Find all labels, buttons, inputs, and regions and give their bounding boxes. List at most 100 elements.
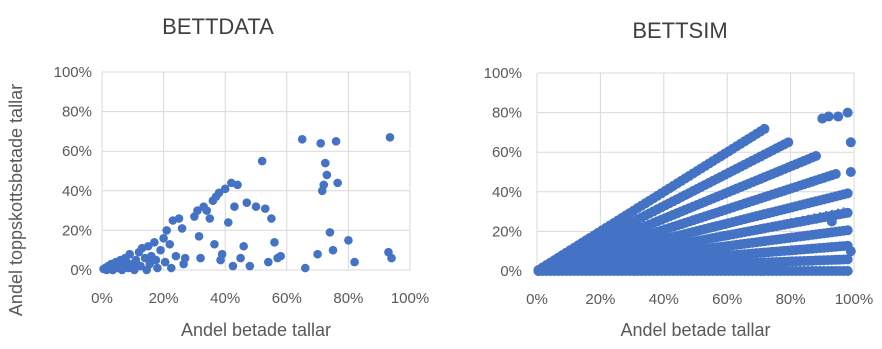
x-tick-label: 0%: [91, 290, 113, 307]
data-point: [331, 137, 341, 146]
data-point: [260, 204, 270, 213]
data-point: [130, 265, 139, 275]
data-point: [842, 266, 853, 276]
x-tick-label: 20%: [149, 290, 179, 307]
y-tick-label: 0%: [70, 262, 92, 279]
y-tick-label: 60%: [492, 144, 522, 161]
data-point: [220, 184, 230, 194]
data-point: [223, 218, 233, 227]
data-point: [842, 225, 853, 236]
x-tick-label: 40%: [210, 290, 240, 307]
data-point: [210, 239, 219, 249]
data-point: [228, 261, 238, 271]
data-point: [267, 214, 276, 223]
x-tick-label: 80%: [776, 291, 806, 308]
data-point: [239, 241, 248, 251]
data-point: [333, 178, 342, 188]
data-point: [842, 207, 853, 218]
chart-title: BETTDATA: [162, 14, 274, 39]
y-tick-label: 20%: [492, 223, 522, 240]
data-point: [783, 137, 794, 148]
data-point: [321, 158, 330, 168]
y-tick-label: 100%: [484, 65, 522, 82]
data-point: [322, 170, 332, 180]
data-point: [759, 123, 770, 134]
data-point: [150, 237, 159, 247]
y-tick-label: 40%: [492, 184, 522, 201]
data-point: [842, 254, 853, 265]
y-tick-label: 80%: [62, 104, 92, 121]
data-point: [236, 253, 245, 263]
data-point: [264, 257, 273, 267]
data-point: [193, 206, 202, 215]
x-tick-label: 60%: [712, 291, 742, 308]
y-axis-label: Andel toppskottsbetade tallar: [6, 84, 26, 316]
data-point: [313, 249, 322, 259]
x-tick-label: 80%: [333, 290, 363, 307]
data-point: [251, 202, 261, 211]
data-point: [845, 137, 856, 148]
data-point: [257, 156, 267, 166]
y-tick-label: 80%: [492, 105, 522, 122]
chart-bettsim: BETTSIM 0% 20% 40% 60% 80% 100% 0% 20% 40% 60% 80% 1…: [484, 18, 874, 340]
data-point: [160, 257, 170, 267]
y-tick-label: 0%: [500, 263, 522, 280]
data-point: [845, 167, 856, 177]
data-point: [151, 255, 161, 265]
data-point: [826, 216, 837, 227]
data-point: [230, 202, 239, 211]
data-point: [196, 253, 205, 263]
data-point: [833, 111, 844, 122]
y-tick-label: 20%: [62, 222, 92, 239]
trendline: [536, 206, 848, 272]
data-point: [131, 255, 141, 265]
data-point: [143, 241, 153, 251]
x-axis-label: Andel betade tallar: [620, 320, 770, 340]
y-tick-label: 40%: [62, 183, 92, 200]
data-point: [145, 259, 155, 269]
data-point: [194, 232, 204, 241]
x-tick-label: 0%: [526, 291, 548, 308]
y-tick-label: 100%: [54, 64, 92, 81]
data-point: [276, 251, 285, 261]
data-point: [344, 236, 353, 245]
x-tick-label: 60%: [272, 290, 302, 307]
data-point: [242, 198, 252, 207]
data-point: [845, 246, 856, 257]
data-point: [245, 261, 255, 271]
data-point: [174, 214, 184, 223]
data-point: [177, 224, 187, 233]
data-point: [136, 261, 145, 271]
data-point: [270, 237, 279, 247]
x-axis-label: Andel betade tallar: [181, 320, 331, 340]
data-point: [385, 133, 395, 142]
x-tick-label: 40%: [649, 291, 679, 308]
x-tick-label: 100%: [835, 291, 873, 308]
data-point: [297, 135, 307, 144]
data-point: [159, 234, 168, 243]
x-tick-label: 100%: [391, 290, 429, 307]
data-point: [350, 257, 359, 267]
data-point: [842, 188, 853, 199]
chart-title: BETTSIM: [632, 18, 727, 43]
data-point: [180, 253, 190, 263]
data-point: [842, 107, 853, 118]
data-point: [233, 180, 242, 190]
data-point: [810, 151, 821, 162]
data-point: [387, 253, 396, 263]
data-point: [300, 263, 310, 273]
data-point: [167, 263, 176, 273]
data-point: [830, 168, 841, 179]
x-tick-label: 20%: [585, 291, 615, 308]
data-point: [214, 188, 224, 198]
data-point: [162, 226, 171, 235]
data-point: [325, 228, 335, 237]
data-point: [316, 138, 325, 148]
data-point: [817, 113, 828, 124]
data-point: [319, 180, 329, 190]
data-point: [153, 263, 162, 273]
data-point: [217, 249, 227, 259]
data-point: [205, 214, 215, 223]
y-tick-label: 60%: [62, 143, 92, 160]
